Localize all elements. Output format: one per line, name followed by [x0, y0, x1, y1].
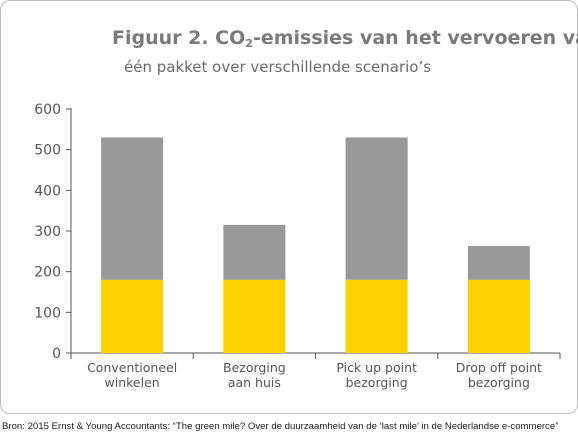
- bar-0-segment-1: [101, 137, 164, 280]
- y-tick-label-200: 200: [34, 265, 61, 281]
- title-main: Figuur 2. CO: [112, 27, 246, 49]
- y-tick-label-500: 500: [34, 143, 61, 159]
- chart-title: Figuur 2. CO2-emissies van het vervoeren…: [112, 27, 578, 50]
- y-tick-label-400: 400: [34, 183, 61, 199]
- x-category-label-2-line-1: bezorging: [346, 375, 408, 390]
- x-category-label-1-line-1: aan huis: [228, 375, 281, 390]
- source-note: Bron: 2015 Ernst & Young Accountants: “T…: [2, 421, 559, 432]
- title-rest: -emissies van het vervoeren van: [252, 27, 578, 49]
- y-tick-label-300: 300: [34, 224, 61, 240]
- x-category-label-3-line-1: bezorging: [468, 375, 530, 390]
- title-subscript: 2: [245, 37, 253, 50]
- bar-1-segment-1: [223, 224, 286, 280]
- bar-3-segment-1: [467, 246, 530, 280]
- y-tick-label-0: 0: [52, 346, 61, 362]
- bar-0-segment-0: [101, 279, 164, 353]
- x-category-label-0-line-1: winkelen: [105, 375, 160, 390]
- y-tick-label-600: 600: [34, 102, 61, 118]
- bar-2-segment-1: [345, 137, 408, 280]
- stacked-bar-chart: 0 100 200 300 400 500 600 Conventioneelwinkelen…: [34, 102, 561, 390]
- bar-3-segment-0: [467, 279, 530, 353]
- y-tick-label-100: 100: [34, 305, 61, 321]
- x-category-label-1-line-0: Bezorging: [223, 360, 286, 375]
- bar-1-segment-0: [223, 279, 286, 353]
- bar-2-segment-0: [345, 279, 408, 353]
- chart-subtitle: één pakket over verschillende scenario’s: [124, 58, 432, 76]
- x-category-label-3-line-0: Drop off point: [456, 360, 542, 375]
- x-category-label-0-line-0: Conventioneel: [87, 360, 177, 375]
- x-category-label-2-line-0: Pick up point: [336, 360, 417, 375]
